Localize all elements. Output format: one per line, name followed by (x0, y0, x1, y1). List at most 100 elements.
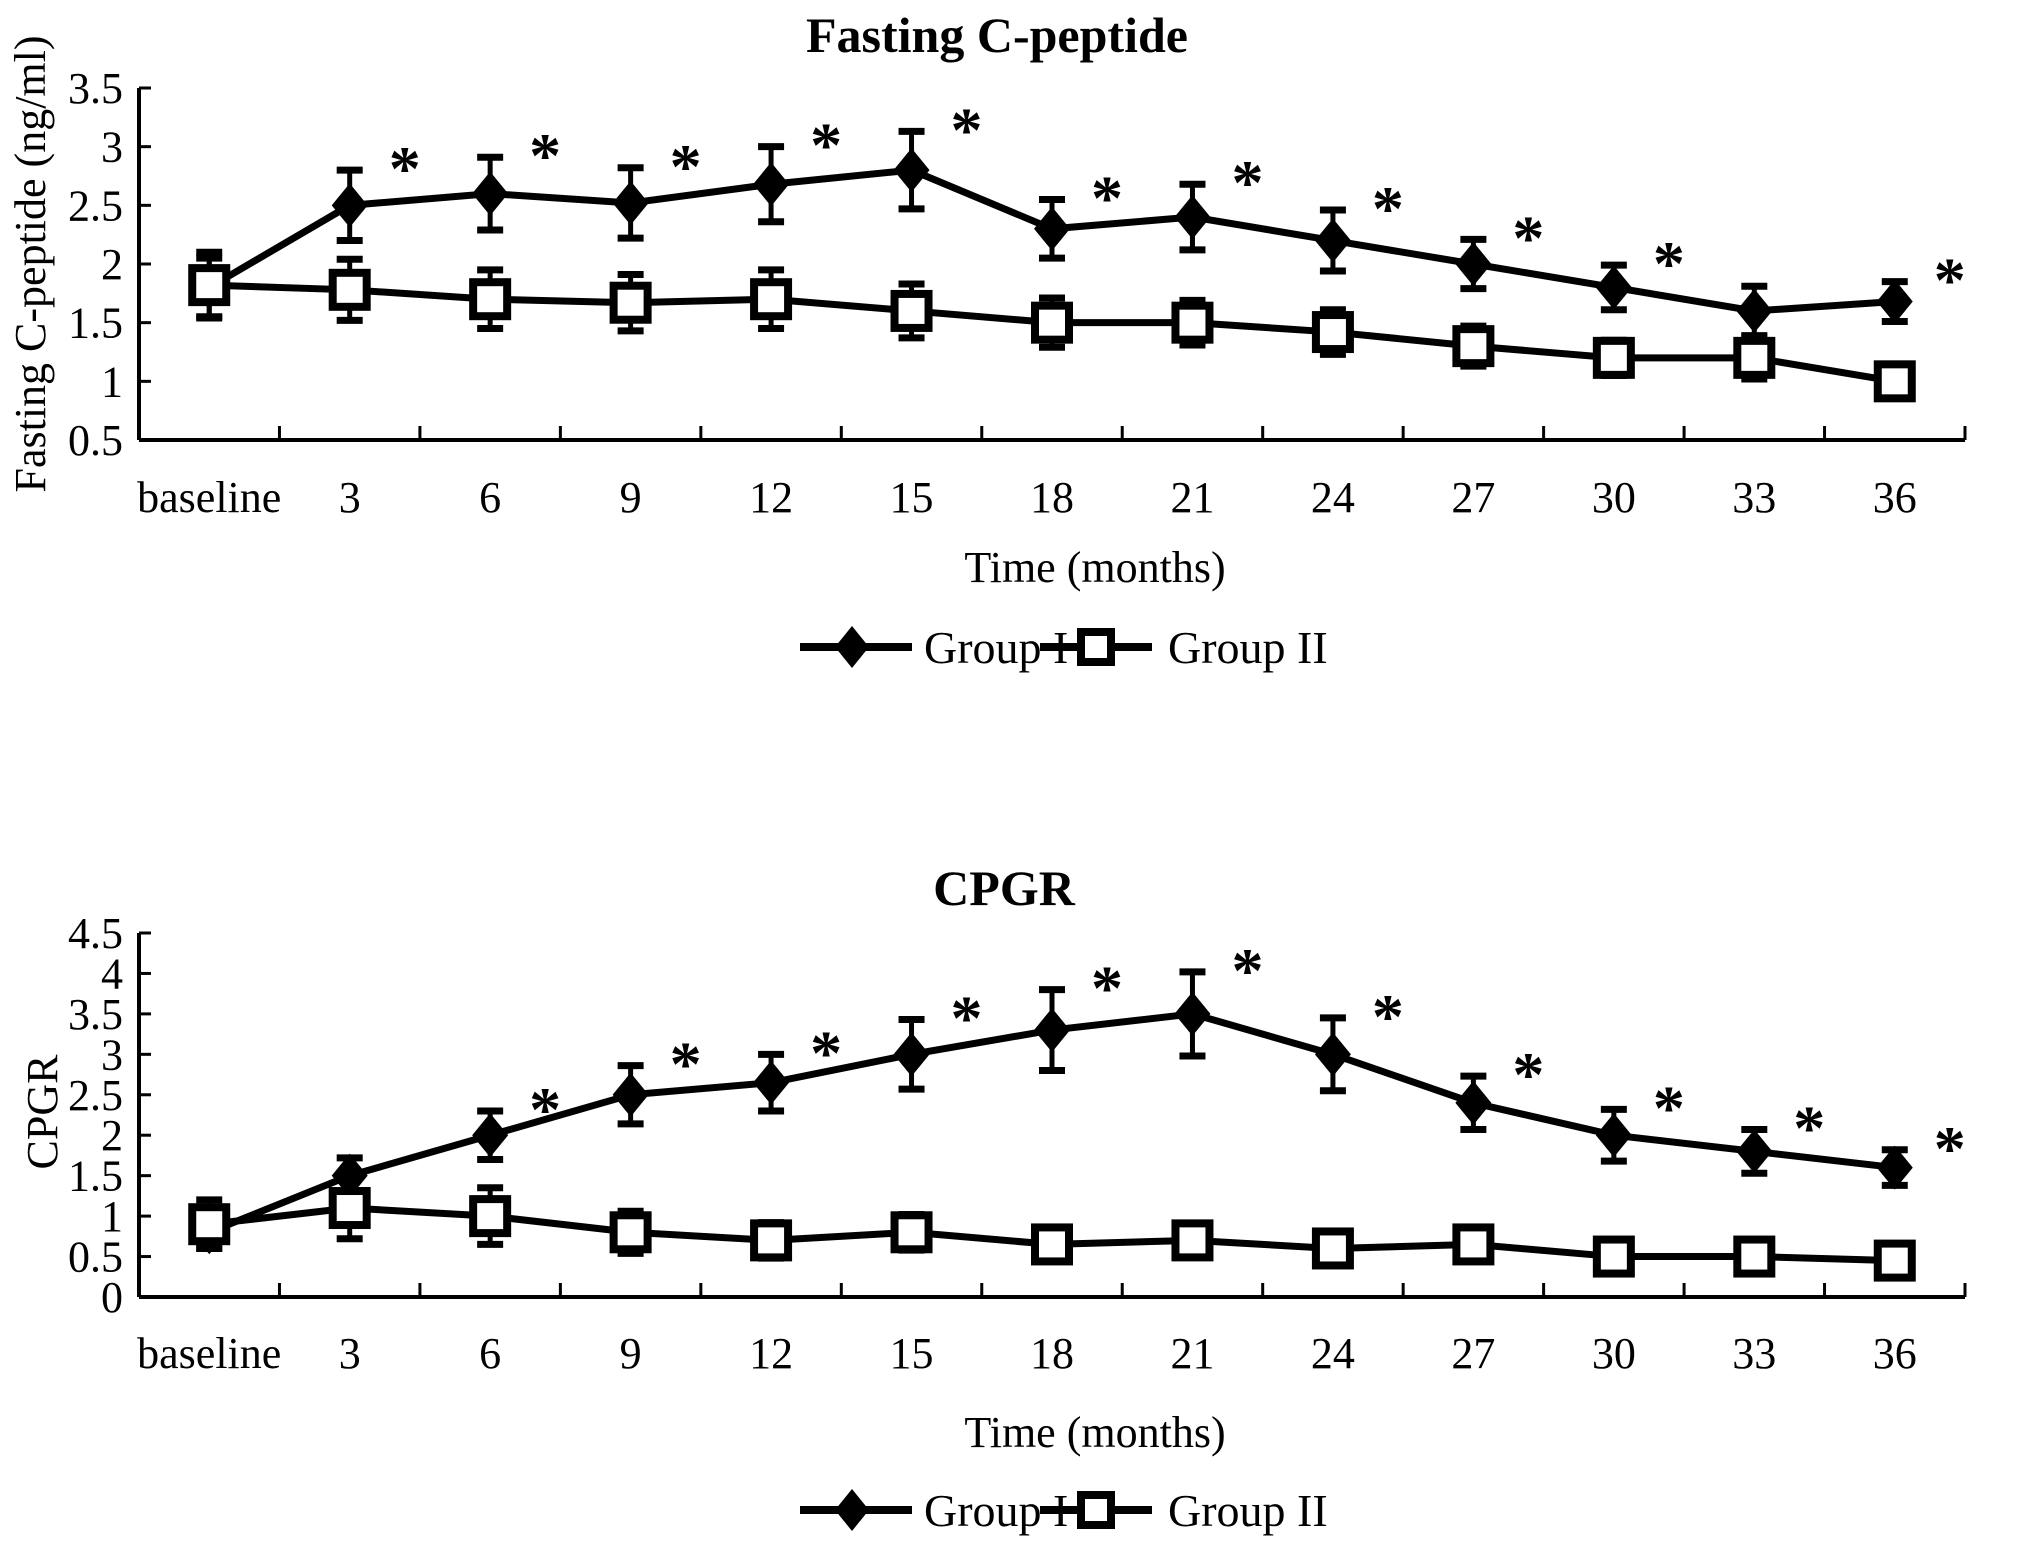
cpgr-y-axis-label: CPGR (18, 1054, 67, 1170)
y-tick-label: 1.5 (68, 1152, 123, 1201)
x-tick-label: 18 (1030, 1329, 1074, 1378)
cpgr-x-axis-label: Time (months) (964, 1408, 1225, 1457)
significance-asterisk: * (389, 133, 421, 204)
y-tick-label: 4 (101, 949, 123, 998)
significance-asterisk: * (1512, 1039, 1544, 1110)
open-square-marker (1311, 311, 1354, 354)
y-tick-label: 0.5 (68, 416, 123, 465)
filled-diamond-marker (753, 1060, 790, 1105)
filled-diamond-marker (472, 171, 509, 216)
x-tick-label: 21 (1170, 1329, 1214, 1378)
open-square-marker (890, 289, 933, 332)
x-tick-label: 27 (1451, 473, 1495, 522)
significance-asterisk: * (1091, 162, 1123, 233)
filled-diamond-marker (1034, 206, 1070, 251)
open-square-marker (469, 1195, 512, 1238)
x-tick-label: 36 (1873, 1329, 1917, 1378)
significance-asterisk: * (951, 983, 983, 1054)
x-tick-label: baseline (137, 473, 281, 522)
open-square-marker (609, 281, 652, 324)
x-tick-label: 33 (1732, 1329, 1776, 1378)
y-tick-label: 2 (101, 240, 123, 289)
significance-asterisk: * (1231, 935, 1263, 1006)
x-tick-label: 30 (1592, 473, 1636, 522)
open-square-marker (1452, 1223, 1495, 1266)
fasting-c-peptide-panel: Fasting C-peptide Fasting C-peptide (ng/m… (6, 7, 1967, 673)
open-square-marker (1592, 1235, 1635, 1278)
y-tick-label: 4.5 (68, 909, 123, 958)
open-square-marker (750, 278, 793, 321)
filled-diamond-marker (753, 162, 790, 207)
x-tick-label: 27 (1451, 1329, 1495, 1378)
y-tick-label: 0 (101, 1273, 123, 1322)
fasting-c-peptide-series-group-ii (188, 248, 1916, 403)
filled-diamond-marker (1455, 242, 1492, 286)
x-tick-label: 21 (1170, 473, 1214, 522)
significance-asterisk: * (670, 1029, 702, 1100)
filled-diamond-marker (1736, 288, 1773, 333)
significance-asterisk: * (951, 94, 983, 165)
open-square-marker (1733, 1235, 1776, 1278)
significance-asterisk: * (1934, 245, 1966, 316)
cpgr-chart-title: CPGR (933, 860, 1076, 916)
filled-diamond-marker (893, 148, 930, 193)
x-tick-label: 36 (1873, 473, 1917, 522)
filled-diamond-marker (1736, 1129, 1773, 1174)
y-tick-label: 3 (101, 1030, 123, 1079)
significance-asterisk: * (1793, 1093, 1825, 1164)
filled-diamond-marker (893, 1032, 930, 1077)
y-tick-label: 1 (101, 357, 123, 406)
x-tick-label: 6 (479, 473, 501, 522)
filled-diamond-marker (1034, 1008, 1070, 1053)
filled-diamond-marker (472, 1113, 509, 1158)
open-square-marker (1873, 360, 1916, 403)
open-square-marker (1592, 336, 1635, 379)
x-tick-label: 12 (749, 473, 793, 522)
open-square-marker (1031, 1223, 1073, 1266)
open-square-marker (1733, 336, 1776, 379)
x-tick-label: 30 (1592, 1329, 1636, 1378)
legend-item-group-i: Group I (800, 1485, 1068, 1536)
x-tick-label: 15 (890, 1329, 934, 1378)
y-tick-label: 3.5 (68, 64, 123, 113)
open-square-marker (188, 264, 231, 307)
significance-asterisk: * (1934, 1113, 1966, 1184)
legend-open-square-icon (1077, 1491, 1115, 1529)
y-tick-label: 1 (101, 1192, 123, 1241)
x-tick-label: 18 (1030, 473, 1074, 522)
legend-filled-diamond-icon (835, 626, 869, 668)
legend-open-square-icon (1077, 628, 1115, 666)
open-square-marker (1171, 1219, 1214, 1262)
filled-diamond-marker (612, 1072, 649, 1117)
filled-diamond-marker (1314, 218, 1351, 263)
open-square-marker (188, 1203, 231, 1246)
legend-item-group-ii: Group II (1040, 622, 1328, 673)
significance-asterisk: * (1091, 953, 1123, 1024)
significance-asterisk: * (1653, 1072, 1685, 1143)
open-square-marker (750, 1219, 793, 1262)
filled-diamond-marker (1174, 991, 1211, 1036)
open-square-marker (469, 278, 512, 321)
x-tick-label: 9 (620, 473, 642, 522)
fasting-c-peptide-chart-title: Fasting C-peptide (806, 7, 1188, 63)
cpgr-legend: Group I Group II (800, 1485, 1328, 1536)
significance-asterisk: * (1372, 981, 1404, 1052)
y-tick-label: 2.5 (68, 1071, 123, 1120)
legend-item-group-i: Group I (800, 622, 1068, 673)
significance-asterisk: * (1653, 228, 1685, 299)
significance-asterisk: * (810, 1017, 842, 1088)
x-tick-label: baseline (137, 1329, 281, 1378)
open-square-marker (1311, 1227, 1354, 1270)
fasting-c-peptide-legend: Group I Group II (800, 622, 1328, 673)
cpgr-series-group-ii (188, 1173, 1916, 1282)
y-tick-label: 1.5 (68, 299, 123, 348)
x-tick-label: 9 (620, 1329, 642, 1378)
open-square-marker (609, 1211, 652, 1254)
y-tick-label: 2.5 (68, 181, 123, 230)
legend-item-group-ii: Group II (1040, 1485, 1328, 1536)
x-tick-label: 12 (749, 1329, 793, 1378)
fasting-c-peptide-x-axis-label: Time (months) (964, 543, 1225, 592)
cpgr-axes (137, 933, 1965, 1299)
